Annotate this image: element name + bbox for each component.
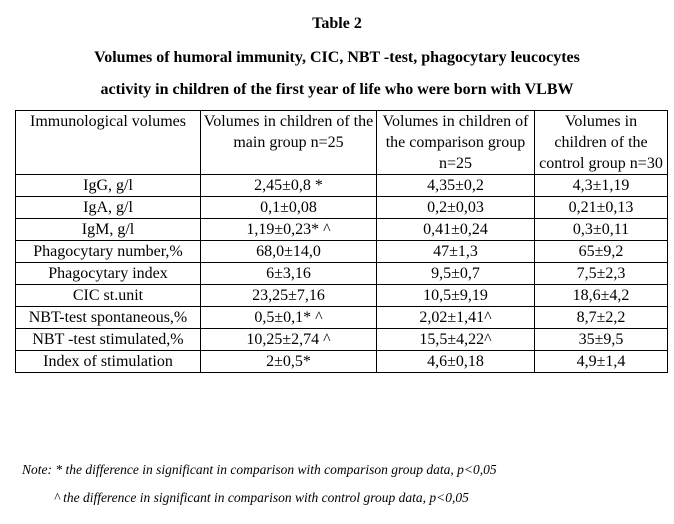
footnote-control: ^ the difference in significant in compa… xyxy=(54,490,469,505)
table-row: CIC st.unit 23,25±7,16 10,5±9,19 18,6±4,… xyxy=(15,284,668,307)
row-label: IgG, g/l xyxy=(15,174,201,197)
cell-main: 0,5±0,1* ^ xyxy=(200,306,377,329)
cell-main: 23,25±7,16 xyxy=(200,284,377,307)
cell-control: 0,3±0,11 xyxy=(534,218,668,241)
cell-control: 65±9,2 xyxy=(534,240,668,263)
cell-comparison: 2,02±1,41^ xyxy=(376,306,535,329)
cell-main: 2,45±0,8 * xyxy=(200,174,377,197)
table-label: Table 2 xyxy=(312,15,362,32)
cell-comparison: 10,5±9,19 xyxy=(376,284,535,307)
row-label: NBT-test spontaneous,% xyxy=(15,306,201,329)
row-label: IgM, g/l xyxy=(15,218,201,241)
cell-main: 10,25±2,74 ^ xyxy=(200,328,377,351)
table-row: IgA, g/l 0,1±0,08 0,2±0,03 0,21±0,13 xyxy=(15,196,668,219)
table-row: IgG, g/l 2,45±0,8 * 4,35±0,2 4,3±1,19 xyxy=(15,174,668,197)
cell-main: 1,19±0,23* ^ xyxy=(200,218,377,241)
cell-comparison: 4,35±0,2 xyxy=(376,174,535,197)
table-title-line-1: Volumes of humoral immunity, CIC, NBT -t… xyxy=(94,49,580,66)
cell-control: 4,9±1,4 xyxy=(534,350,668,373)
cell-comparison: 0,2±0,03 xyxy=(376,196,535,219)
table-row: Index of stimulation 2±0,5* 4,6±0,18 4,9… xyxy=(15,350,668,373)
cell-comparison: 0,41±0,24 xyxy=(376,218,535,241)
row-label: CIC st.unit xyxy=(15,284,201,307)
row-label: NBT -test stimulated,% xyxy=(15,328,201,351)
header-control-group: Volumes in children of the control group… xyxy=(534,110,668,175)
cell-main: 2±0,5* xyxy=(200,350,377,373)
cell-main: 68,0±14,0 xyxy=(200,240,377,263)
row-label: Phagocytary number,% xyxy=(15,240,201,263)
row-label: Index of stimulation xyxy=(15,350,201,373)
table-row: Phagocytary number,% 68,0±14,0 47±1,3 65… xyxy=(15,240,668,263)
header-comparison-group: Volumes in children of the comparison gr… xyxy=(376,110,535,175)
cell-control: 8,7±2,2 xyxy=(534,306,668,329)
cell-control: 4,3±1,19 xyxy=(534,174,668,197)
table-row: IgM, g/l 1,19±0,23* ^ 0,41±0,24 0,3±0,11 xyxy=(15,218,668,241)
immunity-data-table: Immunological volumes Volumes in childre… xyxy=(15,110,668,373)
cell-main: 0,1±0,08 xyxy=(200,196,377,219)
table-title-line-2: activity in children of the first year o… xyxy=(100,81,574,98)
cell-comparison: 9,5±0,7 xyxy=(376,262,535,285)
header-immunological-volumes: Immunological volumes xyxy=(15,110,201,175)
footnote-comparison: Note: * the difference in significant in… xyxy=(22,462,497,477)
cell-comparison: 4,6±0,18 xyxy=(376,350,535,373)
row-label: IgA, g/l xyxy=(15,196,201,219)
table-row: NBT-test spontaneous,% 0,5±0,1* ^ 2,02±1… xyxy=(15,306,668,329)
cell-comparison: 15,5±4,22^ xyxy=(376,328,535,351)
table-row: Phagocytary index 6±3,16 9,5±0,7 7,5±2,3 xyxy=(15,262,668,285)
table-row: NBT -test stimulated,% 10,25±2,74 ^ 15,5… xyxy=(15,328,668,351)
cell-main: 6±3,16 xyxy=(200,262,377,285)
cell-comparison: 47±1,3 xyxy=(376,240,535,263)
row-label: Phagocytary index xyxy=(15,262,201,285)
table-header-row: Immunological volumes Volumes in childre… xyxy=(15,110,668,175)
cell-control: 35±9,5 xyxy=(534,328,668,351)
cell-control: 7,5±2,3 xyxy=(534,262,668,285)
cell-control: 0,21±0,13 xyxy=(534,196,668,219)
cell-control: 18,6±4,2 xyxy=(534,284,668,307)
header-main-group: Volumes in children of the main group n=… xyxy=(200,110,377,175)
